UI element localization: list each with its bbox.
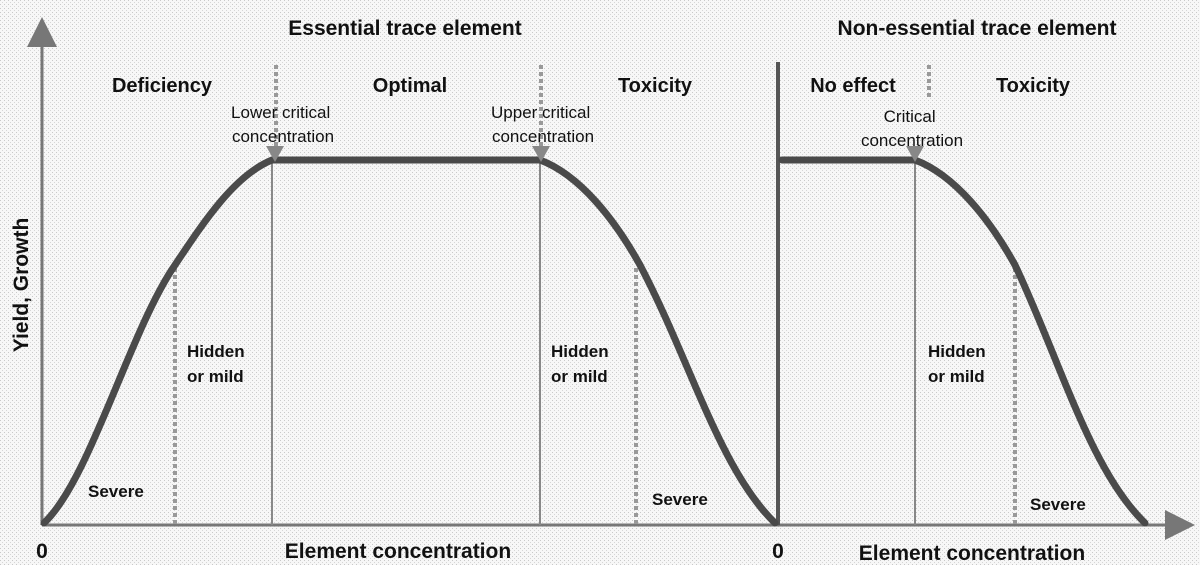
critical-label: Upper critical concentration	[491, 103, 595, 146]
zone-label: Toxicity	[618, 75, 693, 97]
x-axis-label: Element concentration	[859, 542, 1085, 565]
non-essential-curve	[778, 156, 1149, 527]
guide-lines	[173, 65, 1017, 525]
panel-title: Essential trace element	[288, 17, 521, 40]
hidden-label: Hidden or mild	[187, 342, 249, 386]
origin-label: 0	[772, 540, 784, 563]
critical-arrow	[266, 146, 284, 162]
hidden-label: Hidden or mild	[551, 342, 613, 386]
y-axis-label: Yield, Growth	[10, 218, 33, 353]
origin-label: 0	[36, 540, 48, 563]
zone-label: Toxicity	[996, 75, 1071, 97]
hidden-label: Hidden or mild	[928, 342, 990, 386]
critical-arrow	[906, 146, 924, 162]
essential-curve	[40, 156, 779, 527]
zone-label: Deficiency	[112, 75, 213, 97]
critical-label: Lower critical concentration	[231, 103, 335, 146]
critical-arrow	[532, 146, 550, 162]
panel-title: Non-essential trace element	[838, 17, 1117, 40]
zone-label: No effect	[810, 75, 896, 97]
critical-label: Critical concentration	[861, 107, 963, 150]
severe-label: Severe	[88, 482, 144, 501]
severe-label: Severe	[652, 490, 708, 509]
x-axis-label: Element concentration	[285, 540, 511, 563]
severe-label: Severe	[1030, 495, 1086, 514]
zone-label: Optimal	[373, 75, 447, 97]
